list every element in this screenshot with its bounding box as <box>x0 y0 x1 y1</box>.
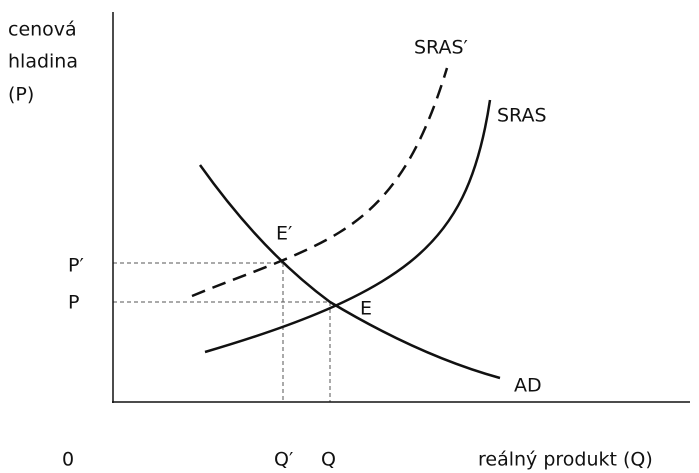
quantity-label: Q <box>321 449 336 471</box>
quantity-label: Q′ <box>274 449 293 471</box>
sras-shifted-label: SRAS′ <box>414 37 468 59</box>
origin-label: 0 <box>62 449 74 471</box>
ad-label: AD <box>514 375 542 397</box>
price-label: P <box>68 292 79 314</box>
y-axis-label: cenová <box>8 19 77 41</box>
sras-label: SRAS <box>497 105 547 127</box>
y-axis-label: hladina <box>8 51 78 73</box>
x-axis-label: reálný produkt (Q) <box>478 449 653 471</box>
point-label: E′ <box>276 223 292 245</box>
sras-shifted-curve <box>191 67 449 298</box>
y-axis-label: (P) <box>8 84 34 106</box>
ad-curve <box>198 164 501 380</box>
guides <box>113 262 331 402</box>
point-label: E <box>360 298 372 320</box>
sras-curve <box>204 99 492 354</box>
price-label: P′ <box>68 255 84 277</box>
